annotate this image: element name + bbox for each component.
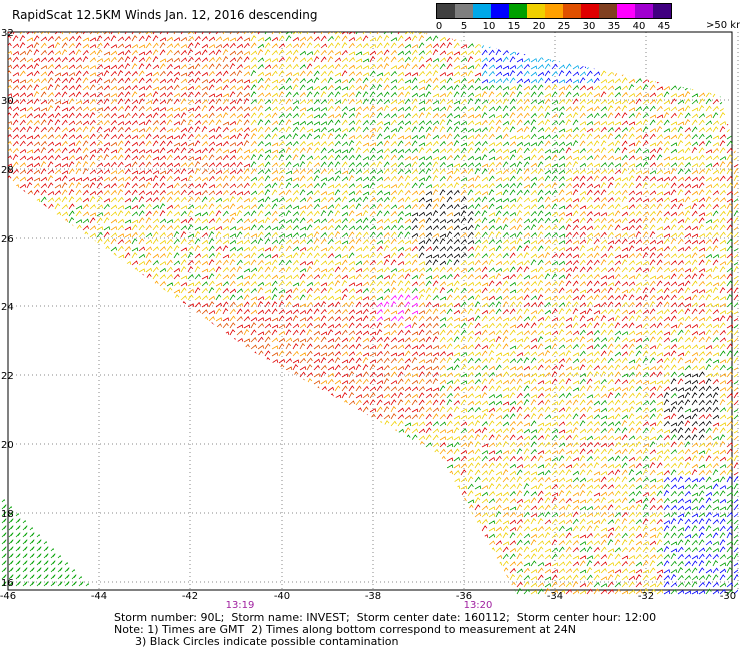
colorbar-swatch bbox=[491, 4, 509, 18]
colorbar-swatch bbox=[437, 4, 455, 18]
longitude-label: -30 bbox=[719, 591, 737, 602]
colorbar-unit: >50 knots bbox=[706, 20, 740, 31]
colorbar-tick-label: 45 bbox=[657, 21, 671, 32]
colorbar-swatch bbox=[545, 4, 563, 18]
latitude-label: 18 bbox=[1, 509, 14, 520]
storm-notes: Storm number: 90L; Storm name: INVEST; S… bbox=[114, 612, 656, 648]
longitude-label: -40 bbox=[273, 591, 291, 602]
map-title: RapidScat 12.5KM Winds Jan. 12, 2016 des… bbox=[12, 8, 318, 22]
colorbar-swatch bbox=[581, 4, 599, 18]
colorbar-swatch bbox=[617, 4, 635, 18]
latitude-label: 22 bbox=[1, 371, 14, 382]
colorbar-tick-label: 30 bbox=[582, 21, 596, 32]
longitude-label: -34 bbox=[546, 591, 564, 602]
colorbar-tick-label: 0 bbox=[435, 21, 443, 32]
colorbar-tick-label: 20 bbox=[532, 21, 546, 32]
latitude-label: 20 bbox=[1, 440, 14, 451]
colorbar-swatch bbox=[509, 4, 527, 18]
wind-speed-colorbar: 0 5 10 15 20 25 30 35 40 45 >50 knots bbox=[436, 3, 740, 33]
colorbar-swatch bbox=[473, 4, 491, 18]
colorbar-tick-label: 15 bbox=[507, 21, 521, 32]
longitude-label: -32 bbox=[637, 591, 655, 602]
wind-barbs-secondary-swath bbox=[1, 495, 95, 587]
longitude-label: -38 bbox=[364, 591, 382, 602]
colorbar-swatch bbox=[527, 4, 545, 18]
longitude-label: -42 bbox=[181, 591, 199, 602]
latitude-label: 26 bbox=[1, 234, 14, 245]
latitude-label: 16 bbox=[1, 578, 14, 589]
colorbar-swatches bbox=[436, 3, 672, 19]
note-line-2: Note: 1) Times are GMT 2) Times along bo… bbox=[114, 623, 576, 636]
colorbar-swatch bbox=[599, 4, 617, 18]
colorbar-tick-label: 5 bbox=[460, 21, 468, 32]
latitude-label: 24 bbox=[1, 302, 14, 313]
colorbar-swatch bbox=[455, 4, 473, 18]
colorbar-labels: 0 5 10 15 20 25 30 35 40 45 bbox=[436, 19, 672, 33]
note-line-1: Storm number: 90L; Storm name: INVEST; S… bbox=[114, 611, 657, 624]
wind-barbs bbox=[8, 32, 738, 595]
longitude-label: -44 bbox=[90, 591, 108, 602]
colorbar-swatch bbox=[563, 4, 581, 18]
colorbar-tick-label: 25 bbox=[557, 21, 571, 32]
colorbar-tick-label: 10 bbox=[482, 21, 496, 32]
time-label: 13:20 bbox=[463, 600, 493, 611]
longitude-label: -46 bbox=[0, 591, 17, 602]
latitude-label: 32 bbox=[1, 28, 14, 39]
longitude-label: -36 bbox=[455, 591, 473, 602]
time-label: 13:19 bbox=[225, 600, 255, 611]
latitude-label: 30 bbox=[1, 96, 14, 107]
colorbar-tick-label: 40 bbox=[632, 21, 646, 32]
colorbar-swatch bbox=[653, 4, 671, 18]
colorbar-swatch bbox=[635, 4, 653, 18]
colorbar-tick-label: 35 bbox=[607, 21, 621, 32]
note-line-3: 3) Black Circles indicate possible conta… bbox=[114, 635, 399, 648]
latitude-label: 28 bbox=[1, 165, 14, 176]
